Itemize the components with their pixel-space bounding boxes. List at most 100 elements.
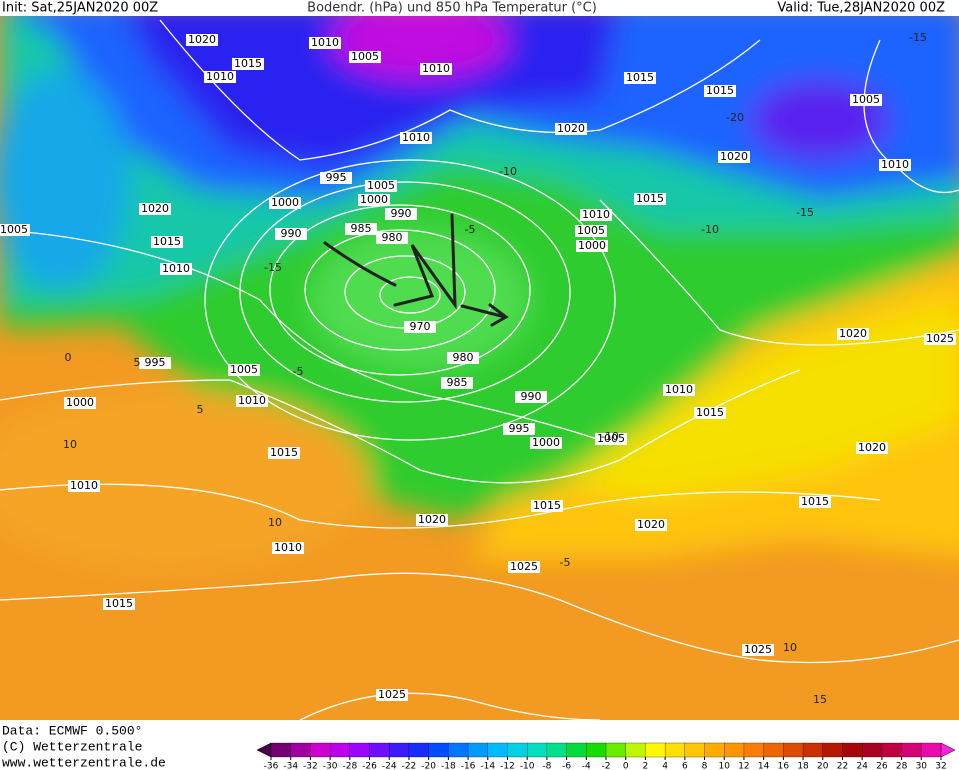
colorbar-tick-label: 12	[738, 762, 749, 770]
temperature-label: -10	[499, 165, 517, 178]
isobar-label: 1010	[311, 36, 339, 49]
colorbar-bin	[329, 742, 351, 758]
isobar-label-bg	[385, 208, 417, 220]
isobar-label: 990	[391, 207, 412, 220]
isobar-label: 1020	[720, 150, 748, 163]
isobar-label-bg	[309, 37, 341, 49]
colorbar-bin	[901, 742, 922, 758]
isobar-label: 1005	[351, 50, 379, 63]
colorbar-tick-label: 26	[876, 762, 888, 770]
colorbar-tick-label: -18	[441, 762, 456, 770]
isobar-label: 1025	[510, 560, 538, 573]
isobar-label-bg	[515, 391, 547, 403]
isobar-label: 1005	[597, 432, 625, 445]
colorbar-bin	[507, 742, 528, 758]
isobar-label-bg	[68, 480, 100, 492]
isobar-label-bg	[663, 384, 695, 396]
temperature-label: 10	[268, 516, 282, 529]
colorbar-tick-label: 4	[662, 762, 668, 770]
isobar-label-bg	[420, 63, 452, 75]
colorbar-tick-label: 2	[643, 762, 649, 770]
isobar-label: 1000	[271, 196, 299, 209]
annotation-arrow	[323, 213, 509, 327]
isobar-label: 1025	[926, 332, 954, 345]
colorbar-bin	[783, 742, 804, 758]
colorbar-tick-label: 18	[797, 762, 809, 770]
isobar-label-bg	[228, 364, 260, 376]
colorbar-tick-label: -26	[362, 762, 377, 770]
colorbar-bin	[290, 742, 311, 758]
colorbar-bin	[527, 742, 548, 758]
isobar-label: 1010	[70, 479, 98, 492]
colorbar-bin	[546, 742, 568, 758]
isobar-label-bg	[530, 437, 562, 449]
isobar-label: 1025	[744, 643, 772, 656]
isobar-label: 985	[447, 376, 468, 389]
colorbar-tick-label: -4	[582, 762, 591, 770]
isobar-label: 1010	[881, 158, 909, 171]
colorbar-bin	[467, 742, 489, 758]
isobar-label-bg	[924, 333, 956, 345]
isobar-label: 1015	[153, 235, 181, 248]
isobar-label: 1005	[577, 224, 605, 237]
isobar-label-bg	[269, 197, 301, 209]
colorbar-tick-label: 30	[916, 762, 928, 770]
isobar-label-bg	[704, 85, 736, 97]
isobar-label: 990	[281, 227, 302, 240]
colorbar-bin	[743, 742, 765, 758]
isobar-label-bg	[555, 123, 587, 135]
colorbar-bin	[566, 742, 587, 758]
isobars	[0, 19, 959, 720]
colorbar-tick-label: -24	[382, 762, 397, 770]
isobar-label: 1020	[141, 202, 169, 215]
isobar-label-bg	[320, 172, 352, 184]
colorbar-tick-label: -34	[283, 762, 298, 770]
colorbar-tick-label: 14	[758, 762, 770, 770]
colorbar-bin	[389, 742, 410, 758]
colorbar-tick-label: -36	[264, 762, 279, 770]
isobar-label: 995	[326, 171, 347, 184]
isobar-label: 1015	[270, 446, 298, 459]
isobar-label-bg	[837, 328, 869, 340]
colorbar-tick-label: -14	[480, 762, 495, 770]
isobar-label: 1000	[578, 239, 606, 252]
colorbar-bin	[921, 742, 942, 758]
temperature-label: -5	[560, 556, 571, 569]
isobar-label: 1015	[234, 57, 262, 70]
isobar-label-bg	[358, 194, 390, 206]
isobar-label-bg	[236, 395, 268, 407]
isobar-label: 1000	[66, 396, 94, 409]
isobar-label: 1015	[626, 71, 654, 84]
colorbar-tick-label: -8	[542, 762, 551, 770]
isobar-label-bg	[160, 263, 192, 275]
isobar-label-bg	[503, 423, 535, 435]
isobar-label-bg	[204, 71, 236, 83]
temperature-label: 5	[134, 356, 141, 369]
isobar-label-bg	[575, 225, 607, 237]
colorbar-bin	[310, 742, 331, 758]
isobar-label: 1020	[637, 518, 665, 531]
isobar-label: 995	[509, 422, 530, 435]
isobar-label-bg	[508, 561, 540, 573]
colorbar-bin	[625, 742, 646, 758]
colorbar-bin	[586, 742, 607, 758]
isobar-label-bg	[850, 94, 882, 106]
isobar-label: 1015	[706, 84, 734, 97]
isobar-label-bg	[349, 51, 381, 63]
colorbar-end	[256, 742, 272, 758]
isobar-label: 1005	[0, 223, 28, 236]
isobar-label-bg	[879, 159, 911, 171]
isobar-label-bg	[376, 232, 408, 244]
colorbar-bin	[684, 742, 705, 758]
colorbar-bin	[270, 742, 292, 758]
init-time: Init: Sat,25JAN2020 00Z	[2, 1, 158, 16]
isobar-label-bg	[400, 132, 432, 144]
isobar-label-bg	[268, 447, 300, 459]
isobar-label: 1015	[533, 499, 561, 512]
valid-time: Valid: Tue,28JAN2020 00Z	[777, 1, 945, 16]
isobar-label: 995	[145, 356, 166, 369]
isobar-label-bg	[742, 644, 774, 656]
colorbar-end	[940, 742, 956, 758]
